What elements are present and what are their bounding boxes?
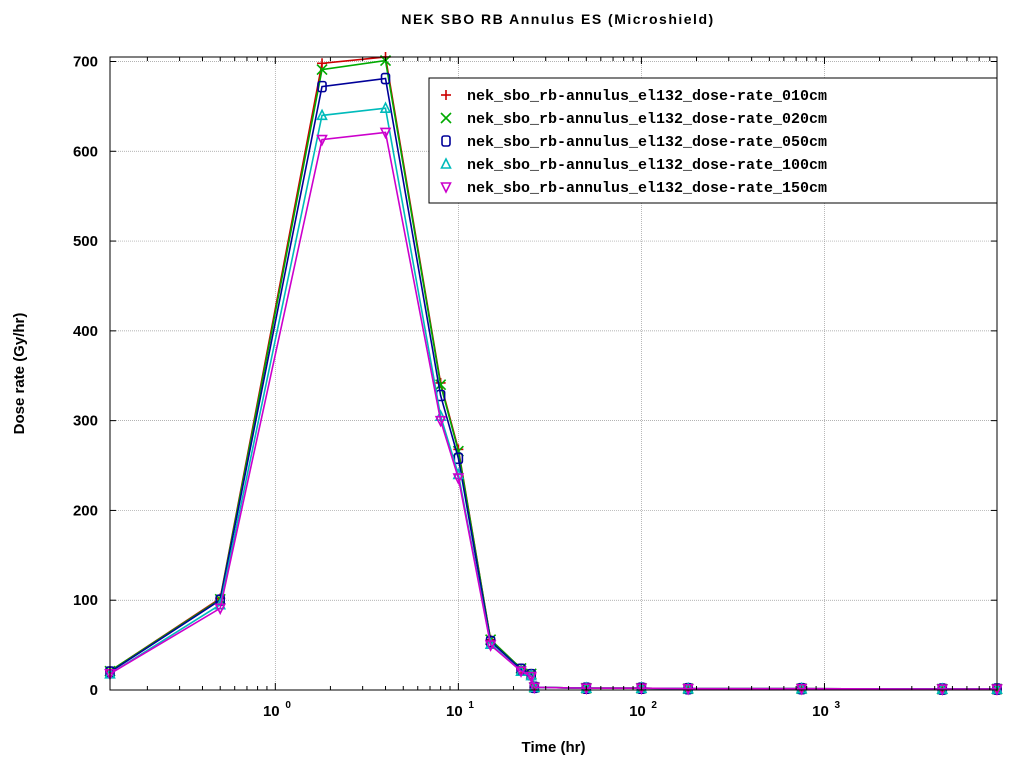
data-point	[452, 473, 465, 485]
legend-marker	[441, 135, 451, 147]
x-tick-label-base: 10	[812, 703, 829, 720]
data-point	[317, 80, 327, 93]
legend-entry: nek_sbo_rb-annulus_el132_dose-rate_100cm	[440, 157, 827, 174]
grid-layer	[110, 57, 997, 691]
legend-box	[428, 77, 998, 204]
data-point	[316, 134, 328, 147]
data-point	[484, 637, 497, 650]
legend-label: nek_sbo_rb-annulus_el132_dose-rate_050cm	[467, 134, 827, 151]
x-tick-label-base: 10	[263, 703, 280, 720]
series-line	[109, 131, 997, 690]
legend-label: nek_sbo_rb-annulus_el132_dose-rate_100cm	[467, 157, 827, 174]
x-tick-label: 10 0	[263, 700, 291, 720]
chart-title: NEK SBO RB Annulus ES (Microshield)	[401, 11, 714, 27]
plot-frame	[109, 56, 998, 691]
x-tick-label: 10 2	[629, 700, 657, 720]
data-point	[380, 72, 391, 85]
legend-marker	[440, 182, 452, 194]
x-axis-label: Time (hr)	[522, 739, 586, 756]
data-point	[316, 64, 328, 76]
legend-label: nek_sbo_rb-annulus_el132_dose-rate_010cm	[467, 88, 827, 105]
legend-label: nek_sbo_rb-annulus_el132_dose-rate_020cm	[467, 111, 827, 128]
y-axis-label: Dose rate (Gy/hr)	[11, 313, 28, 435]
legend-entry: nek_sbo_rb-annulus_el132_dose-rate_010cm	[441, 88, 827, 105]
data-point	[515, 666, 527, 678]
data-point	[580, 683, 593, 695]
data-point	[435, 379, 447, 391]
legend-label: nek_sbo_rb-annulus_el132_dose-rate_150cm	[467, 180, 827, 197]
y-tick-label: 300	[73, 413, 98, 430]
x-tick-label: 10 3	[812, 700, 840, 720]
x-tick-label-exponent: 0	[285, 700, 291, 711]
data-point	[379, 101, 392, 113]
x-tick-label: 10 1	[446, 700, 474, 720]
data-point	[434, 415, 447, 428]
x-tick-label-exponent: 2	[651, 700, 657, 711]
data-point	[214, 603, 227, 616]
y-tick-label: 600	[73, 143, 98, 160]
legend-entry: nek_sbo_rb-annulus_el132_dose-rate_020cm	[440, 111, 827, 128]
data-point	[525, 671, 538, 684]
y-tick-label: 0	[90, 682, 98, 699]
y-tick-label: 400	[73, 323, 98, 340]
y-tick-label: 100	[73, 592, 98, 609]
legend-marker	[441, 90, 451, 100]
data-point	[453, 452, 464, 465]
data-point	[316, 108, 328, 121]
x-tick-label-base: 10	[629, 703, 646, 720]
legend: nek_sbo_rb-annulus_el132_dose-rate_010cm…	[428, 77, 998, 204]
data-point	[795, 683, 808, 696]
legend-marker	[440, 157, 452, 169]
x-tick-label-exponent: 3	[834, 700, 840, 711]
legend-marker	[440, 112, 452, 124]
y-tick-label: 200	[73, 502, 98, 519]
y-tick-label: 700	[73, 53, 98, 70]
data-point	[379, 127, 392, 140]
data-point	[528, 682, 541, 695]
y-tick-label: 500	[73, 233, 98, 250]
legend-entry: nek_sbo_rb-annulus_el132_dose-rate_050cm	[441, 134, 827, 151]
legend-entry: nek_sbo_rb-annulus_el132_dose-rate_150cm	[440, 180, 827, 197]
x-tick-label-exponent: 1	[468, 700, 474, 711]
series-5	[104, 127, 1003, 696]
data-point	[484, 640, 497, 652]
x-tick-label-base: 10	[446, 703, 463, 720]
data-point	[682, 683, 694, 696]
data-point	[317, 58, 328, 69]
